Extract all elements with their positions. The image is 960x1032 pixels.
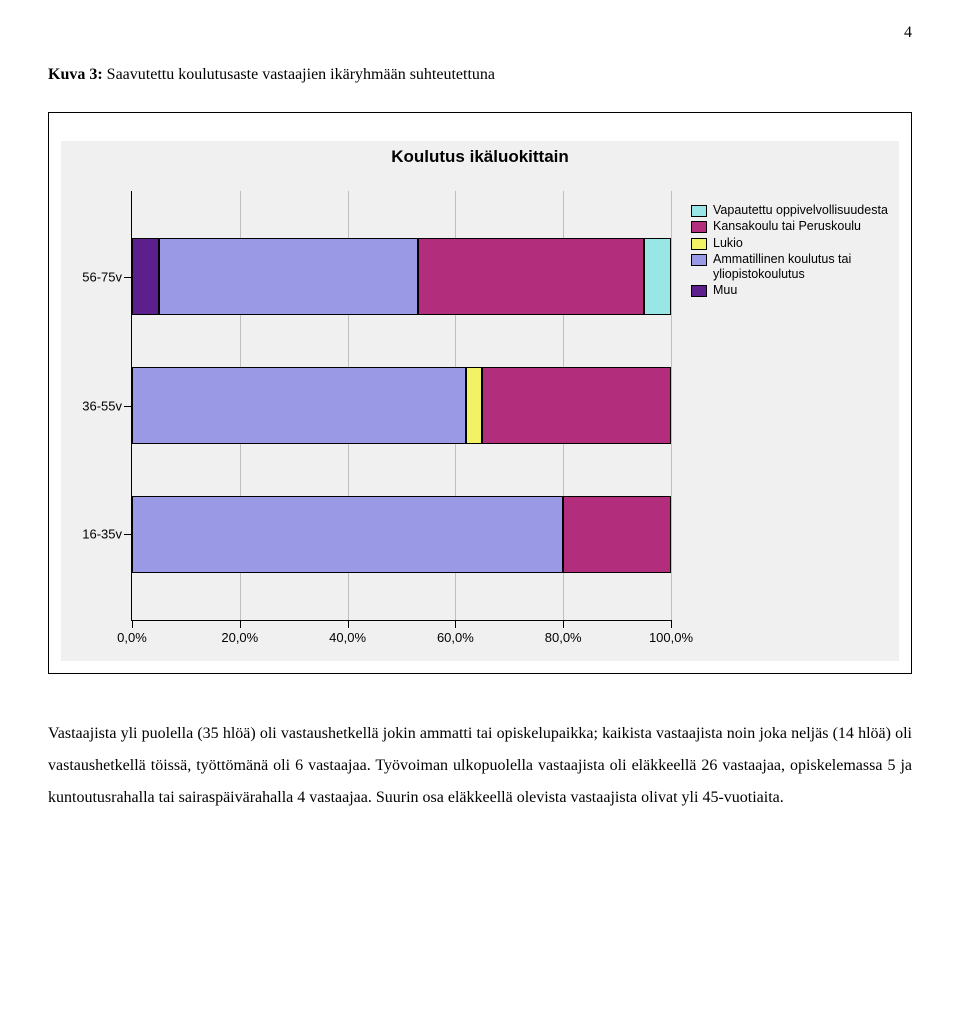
legend-swatch [691, 238, 707, 250]
bar-segment [466, 367, 482, 444]
bar-segment [482, 367, 671, 444]
bar-segment [159, 238, 418, 315]
x-tick-label: 60,0% [437, 620, 474, 645]
bar-segment [644, 238, 671, 315]
chart-frame: Koulutus ikäluokittain 0,0%20,0%40,0%60,… [61, 141, 899, 661]
bar-row [132, 238, 671, 315]
x-tick-label: 0,0% [117, 620, 147, 645]
bar-segment [132, 238, 159, 315]
x-tick-label: 20,0% [221, 620, 258, 645]
x-tick-label: 80,0% [545, 620, 582, 645]
legend-label: Muu [713, 283, 891, 297]
plot-area: 0,0%20,0%40,0%60,0%80,0%100,0%56-75v36-5… [131, 191, 671, 621]
legend: Vapautettu oppivelvollisuudesta Kansakoul… [691, 203, 891, 299]
legend-item: Lukio [691, 236, 891, 250]
y-tick-label: 36-55v [82, 398, 132, 413]
legend-swatch [691, 205, 707, 217]
page-number: 4 [48, 24, 912, 42]
bar-row [132, 367, 671, 444]
legend-item: Muu [691, 283, 891, 297]
plot: 0,0%20,0%40,0%60,0%80,0%100,0%56-75v36-5… [131, 191, 671, 621]
legend-item: Ammatillinen koulutus tai yliopistokoulu… [691, 252, 891, 281]
bar-row [132, 496, 671, 573]
legend-item: Vapautettu oppivelvollisuudesta [691, 203, 891, 217]
bar-segment [132, 367, 466, 444]
x-tick-label: 40,0% [329, 620, 366, 645]
legend-label: Vapautettu oppivelvollisuudesta [713, 203, 891, 217]
x-tick-label: 100,0% [649, 620, 693, 645]
chart-title: Koulutus ikäluokittain [61, 147, 899, 167]
figure-caption: Kuva 3: Saavutettu koulutusaste vastaaji… [48, 66, 912, 84]
legend-swatch [691, 221, 707, 233]
y-tick-label: 16-35v [82, 527, 132, 542]
caption-bold: Kuva 3: [48, 66, 103, 83]
bar-segment [418, 238, 644, 315]
body-text: Vastaajista yli puolella (35 hlöä) oli v… [48, 718, 912, 814]
y-tick-label: 56-75v [82, 269, 132, 284]
legend-swatch [691, 254, 707, 266]
legend-item: Kansakoulu tai Peruskoulu [691, 219, 891, 233]
caption-rest: Saavutettu koulutusaste vastaajien ikäry… [103, 66, 495, 83]
legend-swatch [691, 285, 707, 297]
legend-label: Kansakoulu tai Peruskoulu [713, 219, 891, 233]
legend-label: Lukio [713, 236, 891, 250]
bar-segment [563, 496, 671, 573]
grid-line [671, 191, 672, 620]
legend-label: Ammatillinen koulutus tai yliopistokoulu… [713, 252, 891, 281]
bar-segment [132, 496, 563, 573]
chart-container: Koulutus ikäluokittain 0,0%20,0%40,0%60,… [48, 112, 912, 674]
